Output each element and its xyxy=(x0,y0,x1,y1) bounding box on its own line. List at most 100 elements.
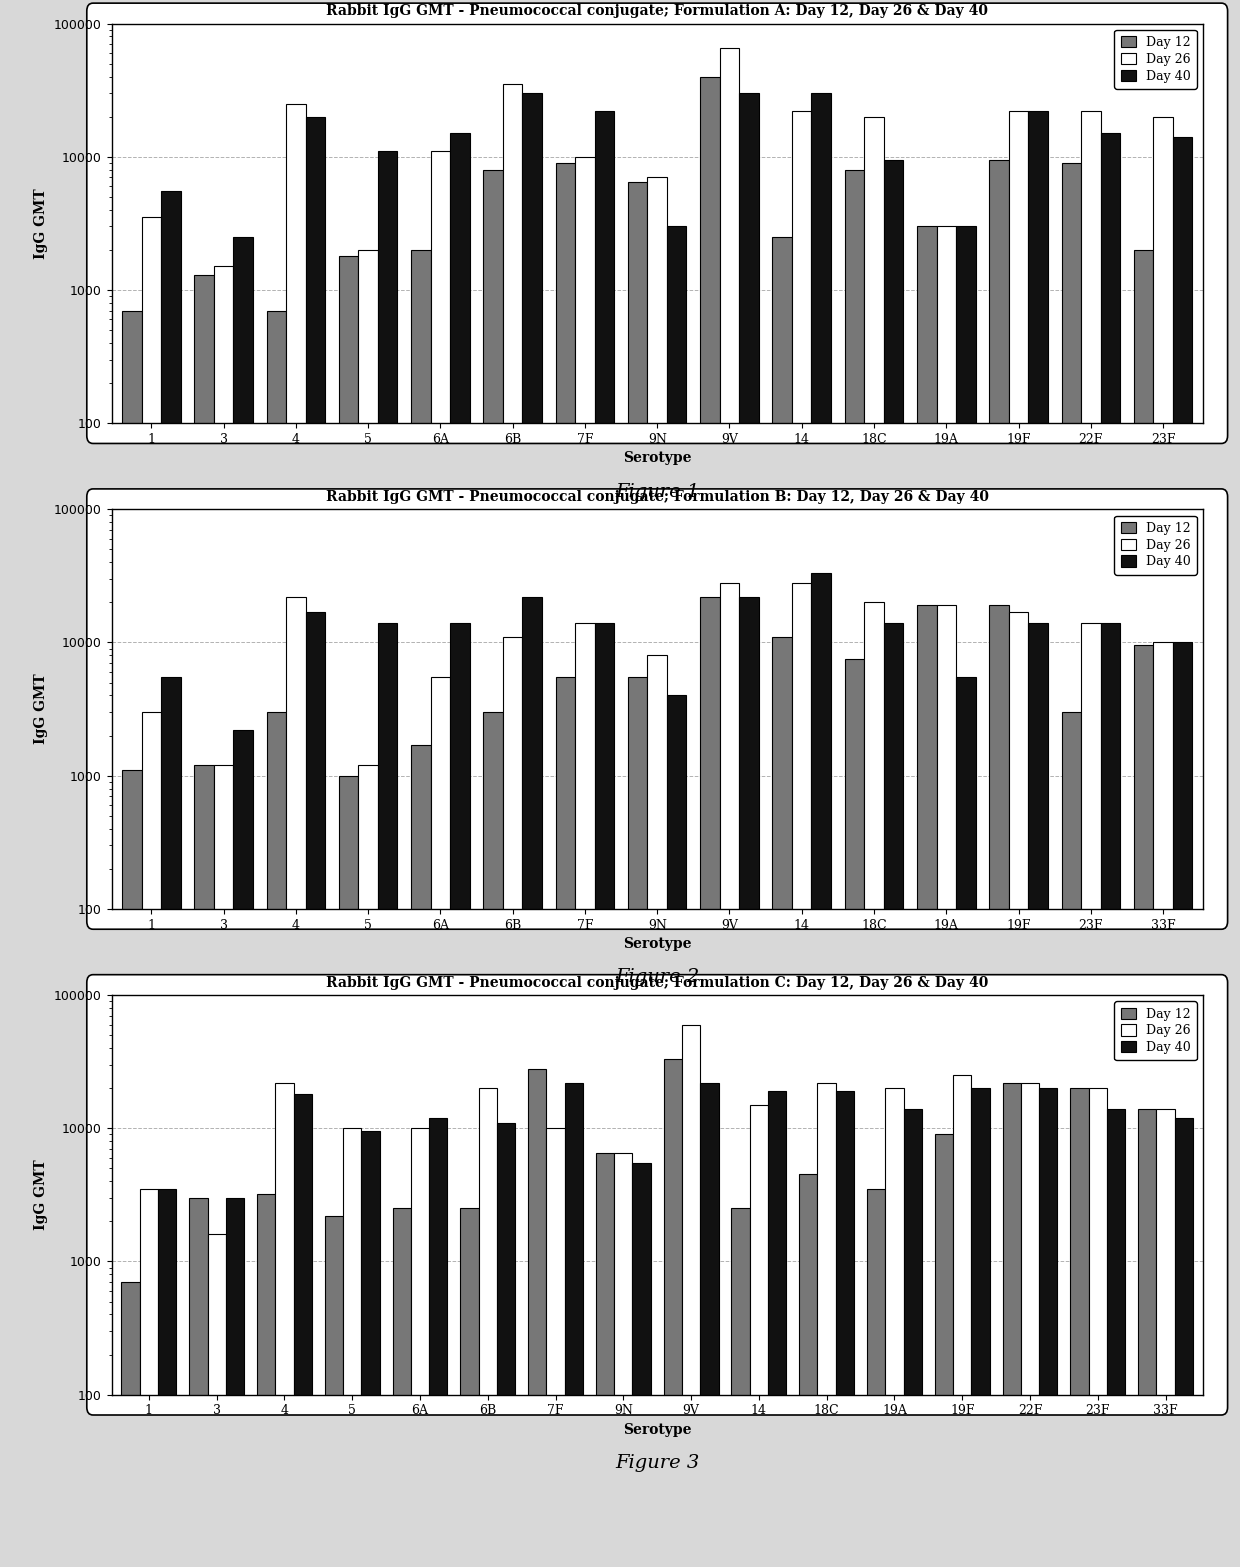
Bar xyxy=(867,1189,885,1567)
Bar xyxy=(1070,1087,1089,1567)
Bar xyxy=(739,597,759,1567)
Bar xyxy=(161,677,181,1567)
Bar xyxy=(556,677,575,1567)
Bar xyxy=(339,776,358,1567)
Bar xyxy=(1089,1087,1107,1567)
Bar xyxy=(1061,163,1081,1567)
Bar xyxy=(430,150,450,1567)
Bar xyxy=(503,636,522,1567)
Bar xyxy=(663,1059,682,1567)
Bar xyxy=(378,624,397,1567)
Bar xyxy=(864,116,884,1567)
Bar xyxy=(213,765,233,1567)
Bar xyxy=(811,574,831,1567)
Bar xyxy=(1133,646,1153,1567)
Bar xyxy=(627,182,647,1567)
Bar xyxy=(1028,624,1048,1567)
Bar xyxy=(195,765,213,1567)
Bar xyxy=(904,1109,921,1567)
Text: Figure 1: Figure 1 xyxy=(615,483,699,500)
Bar xyxy=(378,150,397,1567)
Bar xyxy=(190,1197,207,1567)
Bar xyxy=(595,624,614,1567)
Bar xyxy=(1133,249,1153,1567)
Bar xyxy=(1081,111,1101,1567)
Bar xyxy=(1009,111,1028,1567)
Bar xyxy=(1173,642,1193,1567)
Bar xyxy=(667,226,687,1567)
Bar xyxy=(682,1025,701,1567)
Bar xyxy=(393,1208,410,1567)
Y-axis label: IgG GMT: IgG GMT xyxy=(35,674,48,744)
Bar xyxy=(884,624,903,1567)
Bar xyxy=(1081,624,1101,1567)
Bar xyxy=(773,636,792,1567)
Bar xyxy=(1157,1109,1174,1567)
Bar xyxy=(864,602,884,1567)
Bar xyxy=(1009,611,1028,1567)
Bar xyxy=(990,160,1009,1567)
Bar xyxy=(800,1174,817,1567)
Bar xyxy=(836,1091,854,1567)
Bar xyxy=(286,103,305,1567)
Bar xyxy=(844,169,864,1567)
Bar xyxy=(990,605,1009,1567)
Bar xyxy=(161,191,181,1567)
Bar xyxy=(885,1087,904,1567)
Bar xyxy=(954,1075,971,1567)
Bar xyxy=(1153,642,1173,1567)
Bar xyxy=(627,677,647,1567)
Bar xyxy=(595,111,614,1567)
Bar xyxy=(233,237,253,1567)
Bar xyxy=(412,249,430,1567)
Bar xyxy=(213,266,233,1567)
Bar xyxy=(361,1131,379,1567)
Bar xyxy=(528,1069,547,1567)
Bar xyxy=(936,605,956,1567)
Bar xyxy=(564,1083,583,1567)
Bar xyxy=(647,177,667,1567)
Legend: Day 12, Day 26, Day 40: Day 12, Day 26, Day 40 xyxy=(1115,1001,1197,1061)
Bar xyxy=(305,611,325,1567)
Bar xyxy=(632,1163,651,1567)
Bar xyxy=(701,597,719,1567)
Bar xyxy=(1028,111,1048,1567)
Bar xyxy=(195,274,213,1567)
Bar xyxy=(667,696,687,1567)
Bar xyxy=(884,160,903,1567)
Bar xyxy=(817,1083,836,1567)
Legend: Day 12, Day 26, Day 40: Day 12, Day 26, Day 40 xyxy=(1115,516,1197,575)
Bar xyxy=(792,111,811,1567)
Bar xyxy=(122,310,141,1567)
Bar xyxy=(339,255,358,1567)
Bar xyxy=(522,597,542,1567)
Bar xyxy=(275,1083,294,1567)
Bar xyxy=(479,1087,497,1567)
Y-axis label: IgG GMT: IgG GMT xyxy=(35,188,48,259)
Bar xyxy=(305,116,325,1567)
Bar xyxy=(1101,624,1120,1567)
Bar xyxy=(1153,116,1173,1567)
Bar xyxy=(1174,1117,1193,1567)
Bar xyxy=(1101,133,1120,1567)
Bar xyxy=(1138,1109,1157,1567)
Bar xyxy=(935,1135,954,1567)
Bar xyxy=(1039,1087,1058,1567)
Bar xyxy=(122,1282,140,1567)
Title: Rabbit IgG GMT - Pneumococcal conjugate; Formulation A: Day 12, Day 26 & Day 40: Rabbit IgG GMT - Pneumococcal conjugate;… xyxy=(326,5,988,19)
Bar xyxy=(956,226,976,1567)
Bar xyxy=(918,605,936,1567)
Text: Figure 3: Figure 3 xyxy=(615,1454,699,1471)
Bar xyxy=(1173,138,1193,1567)
Bar xyxy=(450,133,470,1567)
Bar xyxy=(141,218,161,1567)
Bar xyxy=(1002,1083,1021,1567)
Bar xyxy=(207,1235,226,1567)
Bar xyxy=(358,765,378,1567)
Bar xyxy=(450,624,470,1567)
Legend: Day 12, Day 26, Day 40: Day 12, Day 26, Day 40 xyxy=(1115,30,1197,89)
Bar xyxy=(1061,711,1081,1567)
Bar xyxy=(575,157,595,1567)
Bar xyxy=(719,583,739,1567)
Bar xyxy=(750,1105,768,1567)
